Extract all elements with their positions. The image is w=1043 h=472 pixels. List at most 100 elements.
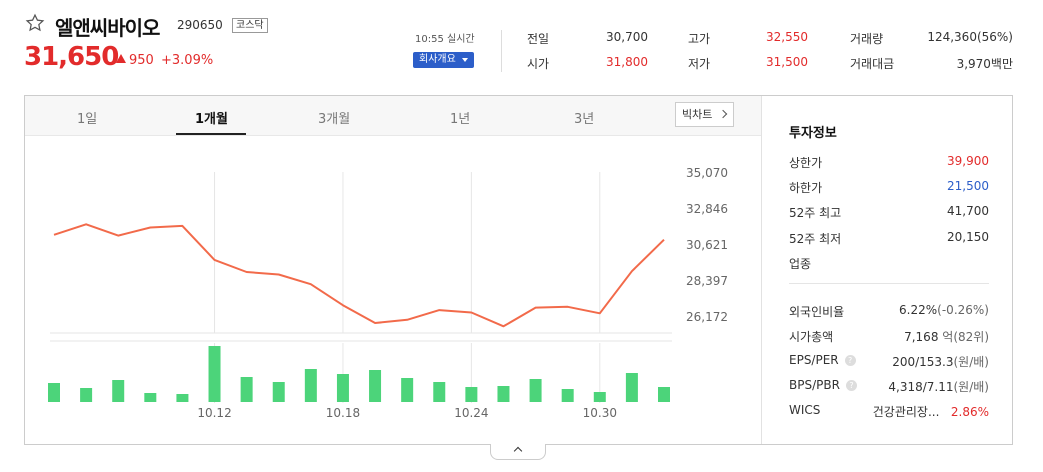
up-triangle-icon: [116, 54, 126, 63]
help-icon[interactable]: ?: [845, 380, 857, 391]
upper-limit-row: 상한가 39,900: [789, 154, 989, 170]
upper-limit-value: 39,900: [947, 154, 989, 168]
price-line: [53, 223, 665, 328]
x-tick-label: 10.30: [583, 406, 617, 420]
stock-code: 290650: [177, 18, 223, 32]
eps-per-label: EPS/PER: [789, 353, 839, 367]
bps-pbr-unit: (원/배): [953, 380, 990, 394]
bps-pbr-row: BPS/PBR? 4,318/7.11(원/배): [789, 378, 989, 394]
volume-bar: [304, 369, 317, 402]
wics-rate: 2.86%: [950, 405, 989, 419]
w52-low-label: 52주 최저: [789, 232, 842, 246]
prev-close-value: 30,700: [606, 30, 648, 44]
foreign-ratio-value: 6.22%(-0.26%): [899, 303, 989, 317]
price-chart: 35,070 32,846 30,621 28,397 26,172 10.12 10.18…: [48, 166, 728, 420]
y-tick-label: 26,172: [686, 310, 728, 324]
volume-bar: [240, 377, 253, 402]
realtime-label: 10:55 실시간: [415, 34, 475, 45]
low-value: 31,500: [766, 55, 808, 69]
wics-sector[interactable]: 건강관리장...: [872, 405, 940, 419]
y-tick-label: 35,070: [686, 166, 728, 180]
market-badge: 코스닥: [232, 18, 268, 33]
volume-label: 거래량: [850, 32, 884, 46]
eps-per-value: 200/153.3(원/배): [892, 353, 989, 370]
foreign-ratio-row: 외국인비율 6.22%(-0.26%): [789, 303, 989, 319]
bps-pbr-value: 4,318/7.11(원/배): [888, 378, 989, 395]
eps-per-label-wrap: EPS/PER?: [789, 353, 856, 367]
volume-bar: [401, 378, 414, 402]
trade-amount-value: 3,970백만: [956, 57, 1013, 71]
y-tick-label: 32,846: [686, 202, 728, 216]
caret-down-icon: [462, 58, 468, 62]
divider: [501, 30, 502, 72]
volume-bar: [144, 393, 157, 402]
divider: [789, 283, 989, 284]
tab-3years[interactable]: 3년: [574, 112, 595, 127]
volume-bar: [497, 386, 510, 402]
w52-high-value: 41,700: [947, 204, 989, 218]
investment-info: 투자정보 상한가 39,900 하한가 21,500 52주 최고 41,700…: [761, 96, 1012, 444]
wics-value[interactable]: 건강관리장... 2.86%: [873, 403, 989, 420]
market-cap-label: 시가총액: [789, 330, 834, 344]
eps-per-number: 200/153.3: [892, 355, 954, 369]
sector-label: 업종: [789, 257, 812, 271]
chevron-up-icon: [513, 446, 523, 456]
open-label: 시가: [527, 57, 550, 71]
upper-limit-label: 상한가: [789, 156, 823, 170]
foreign-ratio-change: (-0.26%): [937, 303, 989, 317]
tab-3months[interactable]: 3개월: [318, 112, 351, 127]
volume-bar: [112, 380, 125, 402]
volume-bar: [529, 379, 542, 402]
favorite-star-icon[interactable]: [25, 13, 45, 33]
volume-bar: [658, 387, 670, 402]
tab-1year[interactable]: 1년: [450, 112, 471, 127]
w52-low-row: 52주 최저 20,150: [789, 230, 989, 246]
prev-close-label: 전일: [527, 32, 550, 46]
eps-per-row: EPS/PER? 200/153.3(원/배): [789, 353, 989, 369]
x-tick-label: 10.18: [326, 406, 360, 420]
volume-value: 124,360(56%): [927, 30, 1013, 44]
volume-bar: [80, 388, 93, 402]
market-cap-value: 7,168 억(82위): [904, 328, 989, 345]
volume-bar: [176, 394, 189, 402]
lower-limit-value: 21,500: [947, 179, 989, 193]
high-value: 32,550: [766, 30, 808, 44]
current-price: 31,650: [24, 42, 119, 72]
volume-bar: [369, 370, 382, 402]
tab-1day[interactable]: 1일: [77, 112, 98, 127]
y-tick-label: 28,397: [686, 274, 728, 288]
big-chart-button[interactable]: 빅차트: [675, 102, 734, 127]
active-tab-indicator: [176, 133, 246, 135]
volume-bar: [336, 374, 349, 402]
volume-bar: [48, 383, 60, 402]
w52-high-label: 52주 최고: [789, 206, 842, 220]
sector-row: 업종: [789, 255, 989, 271]
trade-amount-label: 거래대금: [850, 57, 895, 71]
lower-limit-row: 하한가 21,500: [789, 179, 989, 195]
volume-bar: [561, 389, 574, 402]
price-change-rate: +3.09%: [161, 53, 214, 68]
bps-pbr-label-wrap: BPS/PBR?: [789, 378, 857, 392]
price-change: 950: [129, 53, 154, 68]
volume-bar: [272, 382, 285, 402]
w52-low-value: 20,150: [947, 230, 989, 244]
w52-high-row: 52주 최고 41,700: [789, 204, 989, 220]
high-label: 고가: [688, 32, 711, 46]
market-cap-row: 시가총액 7,168 억(82위): [789, 328, 989, 344]
y-tick-label: 30,621: [686, 238, 728, 252]
low-label: 저가: [688, 57, 711, 71]
volume-bar: [433, 382, 446, 402]
help-icon[interactable]: ?: [844, 355, 856, 366]
tab-1month[interactable]: 1개월: [195, 112, 228, 127]
collapse-button[interactable]: [490, 444, 546, 460]
lower-limit-label: 하한가: [789, 181, 823, 195]
investment-info-title: 투자정보: [789, 126, 837, 141]
company-info-button[interactable]: 회사개요: [413, 52, 474, 68]
volume-bar: [593, 392, 606, 402]
x-tick-label: 10.12: [197, 406, 231, 420]
big-chart-label: 빅차트: [682, 108, 713, 121]
market-cap-unit: 억(82위): [942, 330, 989, 344]
volume-bar: [465, 387, 478, 402]
bps-pbr-number: 4,318/7.11: [888, 380, 954, 394]
chart-panel: 1일 1개월 3개월 1년 3년 빅차트 35,070 32,846 30,621 2…: [24, 95, 1013, 445]
